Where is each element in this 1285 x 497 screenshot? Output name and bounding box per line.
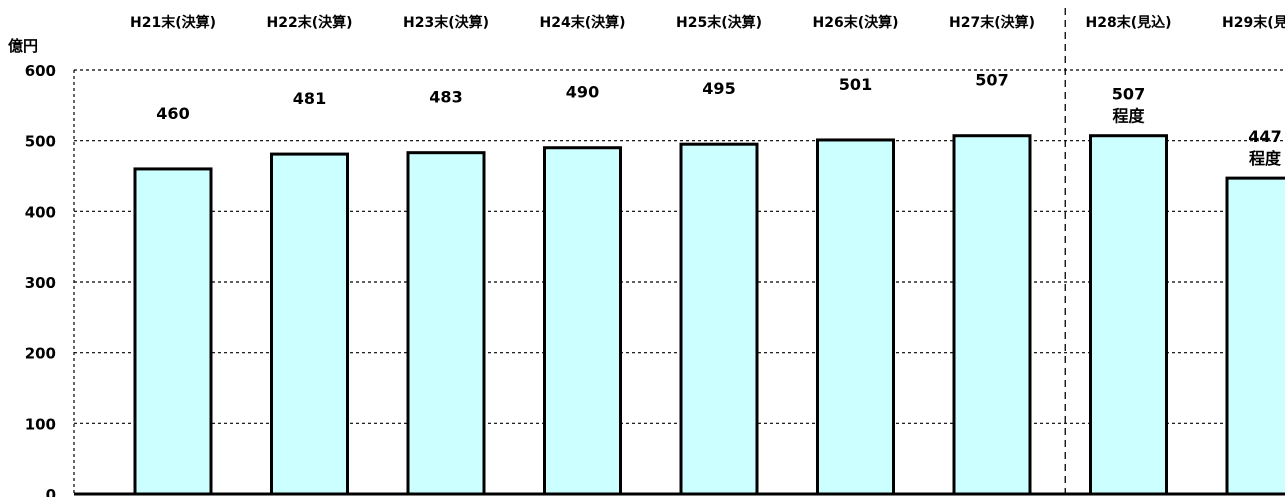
bar <box>133 167 213 496</box>
y-tick-label: 500 <box>25 133 56 151</box>
value-label: 483 <box>429 88 462 107</box>
y-tick-label: 300 <box>25 274 56 292</box>
category-label: H24末(決算) <box>540 14 626 31</box>
bar <box>1225 176 1285 496</box>
value-label: 507 <box>975 71 1008 90</box>
value-suffix-label: 程度 <box>1112 107 1145 126</box>
category-label: H28末(見込) <box>1086 14 1172 31</box>
value-label: 495 <box>702 79 735 98</box>
value-label: 481 <box>293 89 326 108</box>
category-label: H29末(見込) <box>1222 14 1285 31</box>
category-label: H25末(決算) <box>676 14 762 31</box>
y-tick-label: 100 <box>25 415 56 433</box>
y-tick-label: 400 <box>25 203 56 221</box>
category-label: H21末(決算) <box>130 14 216 31</box>
y-axis-unit-label: 億円 <box>8 37 38 55</box>
bar <box>270 152 349 496</box>
category-label: H27末(決算) <box>949 14 1035 31</box>
y-tick-label: 200 <box>25 345 56 363</box>
value-label: 460 <box>156 104 189 123</box>
value-suffix-label: 程度 <box>1249 149 1282 168</box>
value-label: 507 <box>1112 85 1145 104</box>
value-label: 501 <box>839 75 872 94</box>
y-tick-label: 600 <box>25 62 56 80</box>
bar <box>816 138 895 496</box>
category-label: H26末(決算) <box>813 14 899 31</box>
category-label: H22末(決算) <box>267 14 353 31</box>
bar <box>679 142 759 496</box>
bars-layer <box>133 134 1285 496</box>
labels-layer: 0 100 200 300 400 500 600 H21末(決算) 460 H22末(決算) 48… <box>25 14 1285 497</box>
bar <box>406 151 486 496</box>
y-tick-label: 0 <box>46 486 56 497</box>
value-label: 490 <box>566 83 599 102</box>
bar <box>952 134 1032 496</box>
bar <box>1089 134 1168 496</box>
bar <box>543 146 622 496</box>
category-label: H23末(決算) <box>403 14 489 31</box>
value-label: 447 <box>1248 127 1281 146</box>
